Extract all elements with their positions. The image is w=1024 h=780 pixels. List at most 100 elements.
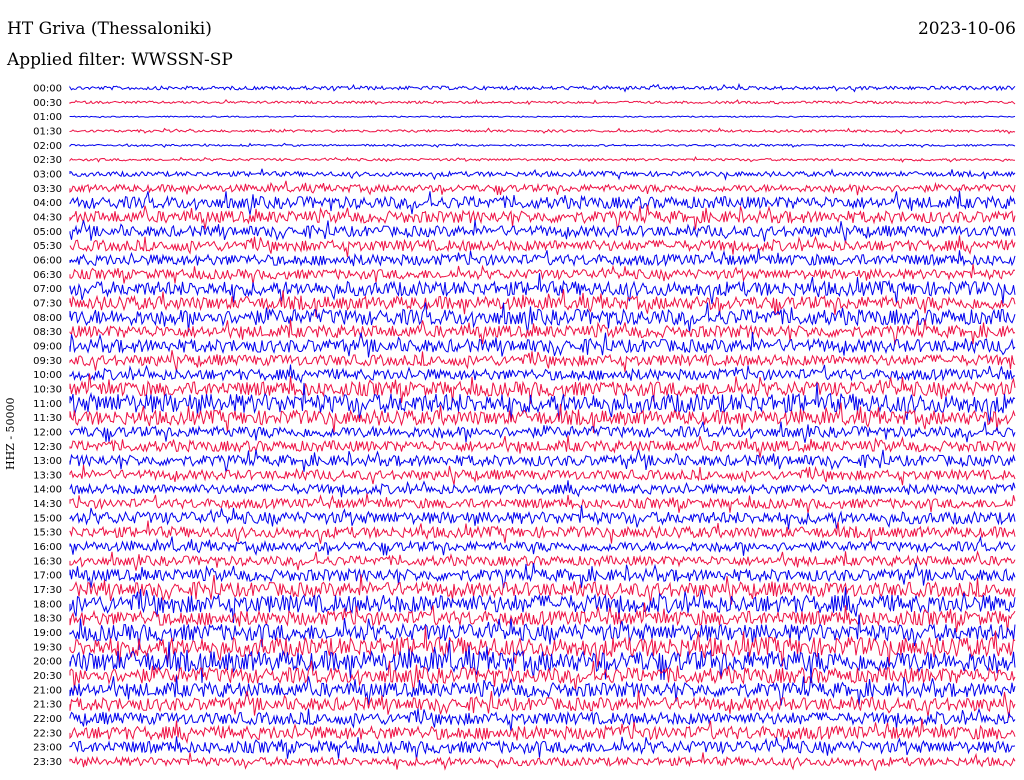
- time-tick-label: 10:00: [33, 370, 62, 381]
- time-tick-label: 23:30: [33, 757, 62, 768]
- trace-1230: [69, 435, 1016, 458]
- time-tick-label: 08:00: [33, 313, 62, 324]
- time-tick-label: 10:30: [33, 384, 62, 395]
- trace-2130: [69, 690, 1016, 718]
- trace-1730: [69, 574, 1016, 605]
- trace-0630: [69, 264, 1016, 285]
- time-tick-label: 23:00: [33, 743, 62, 754]
- time-tick-label: 12:00: [33, 427, 62, 438]
- time-tick-label: 06:30: [33, 270, 62, 281]
- time-tick-label: 22:30: [33, 728, 62, 739]
- time-tick-label: 14:30: [33, 499, 62, 510]
- trace-0830: [69, 319, 1016, 345]
- time-tick-label: 01:30: [33, 126, 62, 137]
- trace-0000: [69, 82, 1016, 93]
- time-tick-label: 21:30: [33, 700, 62, 711]
- time-tick-label: 09:00: [33, 341, 62, 352]
- time-tick-label: 03:30: [33, 184, 62, 195]
- filter-label: Applied filter: WWSSN-SP: [7, 50, 233, 70]
- time-tick-label: 02:30: [33, 155, 62, 166]
- trace-1500: [69, 505, 1016, 530]
- time-tick-label: 11:00: [33, 399, 62, 410]
- time-tick-label: 16:30: [33, 556, 62, 567]
- trace-0500: [69, 219, 1016, 243]
- trace-0600: [69, 248, 1016, 267]
- time-tick-label: 20:00: [33, 657, 62, 668]
- time-tick-label: 21:00: [33, 685, 62, 696]
- trace-0300: [69, 168, 1016, 181]
- trace-1600: [69, 535, 1016, 556]
- trace-1000: [69, 364, 1016, 384]
- trace-1330: [69, 464, 1016, 486]
- trace-1300: [69, 449, 1016, 473]
- time-tick-label: 02:00: [33, 141, 62, 152]
- time-tick-label: 13:30: [33, 470, 62, 481]
- time-tick-label: 07:00: [33, 284, 62, 295]
- trace-2330: [69, 752, 1016, 771]
- time-tick-label: 22:00: [33, 714, 62, 725]
- trace-0100: [69, 115, 1016, 119]
- trace-0400: [69, 190, 1016, 215]
- trace-2100: [69, 675, 1016, 706]
- time-tick-label: 05:30: [33, 241, 62, 252]
- trace-2030: [69, 660, 1016, 692]
- time-tick-label: 08:30: [33, 327, 62, 338]
- trace-1530: [69, 520, 1016, 544]
- trace-2300: [69, 736, 1016, 760]
- time-tick-label: 04:30: [33, 212, 62, 223]
- trace-0330: [69, 180, 1016, 196]
- time-tick-label: 18:00: [33, 599, 62, 610]
- time-tick-label: 00:00: [33, 84, 62, 95]
- time-tick-label: 13:00: [33, 456, 62, 467]
- time-tick-label: 14:00: [33, 485, 62, 496]
- trace-0530: [69, 235, 1016, 258]
- station-title: HT Griva (Thessaloniki): [7, 19, 212, 39]
- trace-0430: [69, 204, 1016, 231]
- trace-1900: [69, 614, 1016, 650]
- trace-0900: [69, 332, 1016, 358]
- time-tick-label: 09:30: [33, 356, 62, 367]
- trace-1830: [69, 602, 1016, 633]
- trace-0200: [69, 142, 1016, 148]
- time-tick-label: 11:30: [33, 413, 62, 424]
- time-tick-label: 16:00: [33, 542, 62, 553]
- trace-1930: [69, 626, 1016, 668]
- trace-1800: [69, 587, 1016, 624]
- time-tick-label: 17:00: [33, 571, 62, 582]
- trace-0800: [69, 302, 1016, 334]
- trace-0700: [69, 273, 1016, 304]
- trace-1700: [69, 562, 1016, 589]
- time-tick-label: 18:30: [33, 614, 62, 625]
- trace-1430: [69, 493, 1016, 514]
- trace-1130: [69, 402, 1016, 433]
- trace-1030: [69, 373, 1016, 404]
- trace-1630: [69, 550, 1016, 571]
- time-tick-label: 01:00: [33, 112, 62, 123]
- trace-2230: [69, 718, 1016, 745]
- date-label: 2023-10-06: [917, 19, 1016, 39]
- trace-1100: [69, 382, 1016, 424]
- trace-0030: [69, 98, 1016, 106]
- trace-0930: [69, 350, 1016, 372]
- trace-2200: [69, 707, 1016, 732]
- time-tick-label: 20:30: [33, 671, 62, 682]
- trace-0230: [69, 156, 1016, 163]
- time-tick-label: 19:30: [33, 642, 62, 653]
- trace-1200: [69, 421, 1016, 443]
- time-tick-label: 19:00: [33, 628, 62, 639]
- trace-0130: [69, 127, 1016, 135]
- trace-1400: [69, 480, 1016, 498]
- trace-0730: [69, 289, 1016, 318]
- time-tick-label: 15:00: [33, 513, 62, 524]
- time-tick-label: 03:00: [33, 169, 62, 180]
- time-tick-label: 06:00: [33, 255, 62, 266]
- time-tick-label: 15:30: [33, 528, 62, 539]
- time-tick-label: 00:30: [33, 98, 62, 109]
- trace-2000: [69, 639, 1016, 683]
- time-tick-label: 04:00: [33, 198, 62, 209]
- time-tick-label: 05:00: [33, 227, 62, 238]
- time-tick-label: 12:30: [33, 442, 62, 453]
- time-tick-label: 07:30: [33, 298, 62, 309]
- time-tick-label: 17:30: [33, 585, 62, 596]
